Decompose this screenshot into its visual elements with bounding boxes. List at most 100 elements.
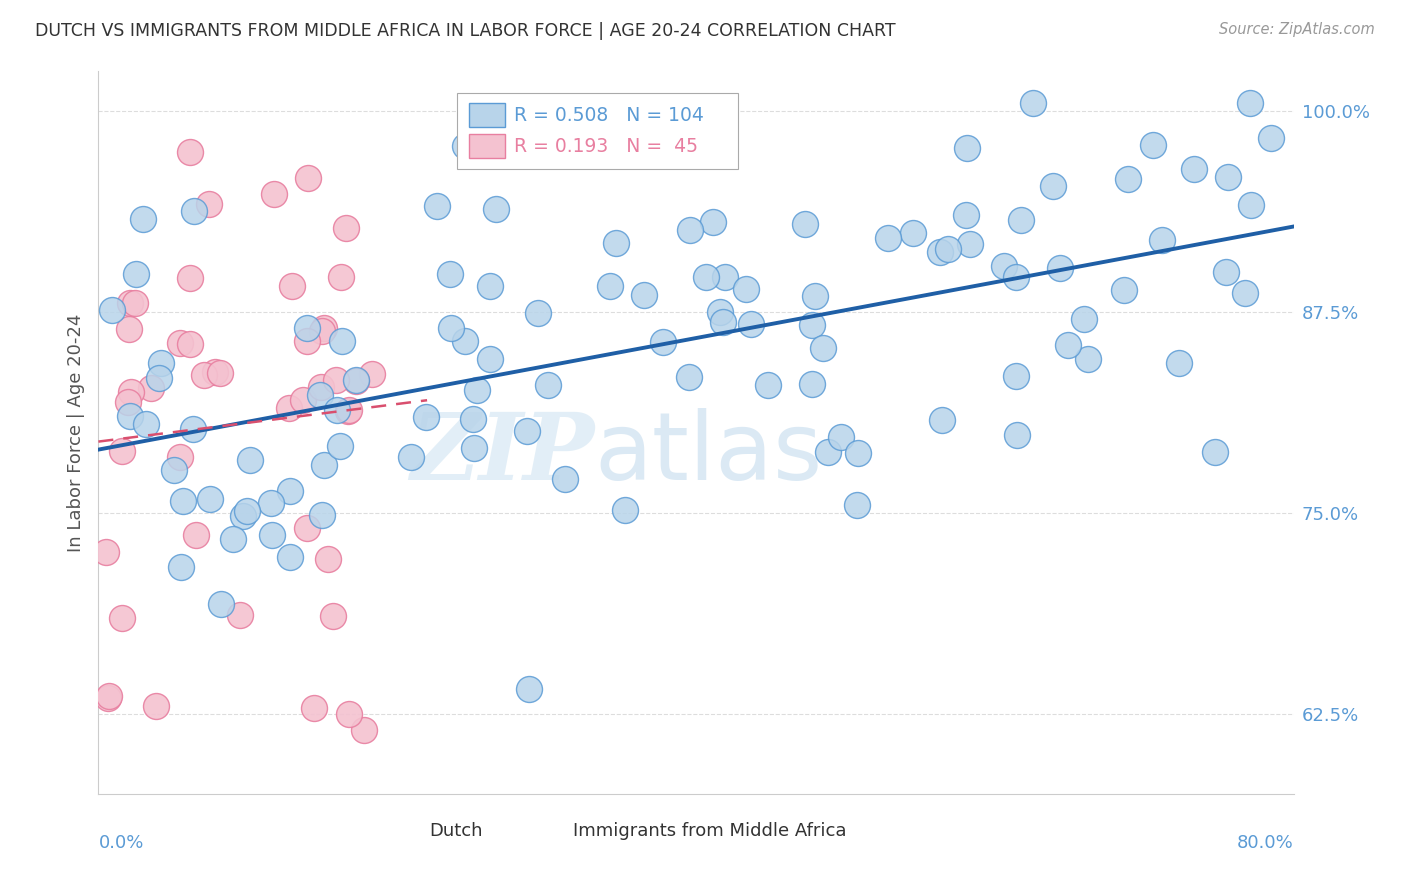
Point	[132, 211, 155, 226]
Text: DUTCH VS IMMIGRANTS FROM MIDDLE AFRICA IN LABOR FORCE | AGE 20-24 CORRELATION CH: DUTCH VS IMMIGRANTS FROM MIDDLE AFRICA I…	[35, 22, 896, 40]
Point	[1073, 312, 1095, 326]
Point	[955, 208, 977, 222]
Point	[337, 404, 360, 418]
Point	[197, 197, 219, 211]
Point	[98, 690, 121, 704]
Point	[101, 303, 124, 318]
Point	[1057, 338, 1080, 352]
Point	[1077, 352, 1099, 367]
Point	[439, 268, 461, 282]
Point	[302, 700, 325, 714]
Point	[1215, 264, 1237, 278]
Point	[1114, 283, 1136, 297]
Point	[263, 186, 285, 201]
Point	[117, 395, 139, 409]
Point	[200, 491, 222, 506]
Point	[209, 597, 232, 611]
Point	[959, 237, 981, 252]
Point	[361, 367, 384, 381]
Point	[179, 145, 201, 159]
Point	[1007, 427, 1029, 442]
Point	[527, 306, 550, 320]
Point	[415, 409, 437, 424]
Point	[1150, 233, 1173, 247]
Point	[929, 245, 952, 260]
Point	[709, 305, 731, 319]
Point	[139, 381, 162, 395]
Point	[711, 315, 734, 329]
Text: Immigrants from Middle Africa: Immigrants from Middle Africa	[572, 822, 846, 840]
Point	[330, 334, 353, 348]
Point	[903, 226, 925, 240]
Point	[633, 288, 655, 302]
Point	[614, 503, 637, 517]
Point	[295, 320, 318, 334]
Bar	[398, 820, 423, 843]
Point	[295, 521, 318, 535]
Point	[517, 681, 540, 696]
Text: R = 0.508   N = 104: R = 0.508 N = 104	[515, 106, 704, 125]
Point	[316, 551, 339, 566]
Point	[454, 334, 477, 348]
Point	[537, 378, 560, 392]
Point	[262, 528, 284, 542]
Point	[756, 378, 779, 392]
Point	[801, 318, 824, 333]
Point	[740, 317, 762, 331]
Point	[184, 528, 207, 542]
Point	[170, 560, 193, 574]
Point	[325, 373, 347, 387]
Text: ZIP: ZIP	[411, 409, 595, 500]
Point	[344, 375, 367, 389]
Point	[478, 352, 501, 367]
Point	[800, 376, 823, 391]
Point	[811, 341, 834, 355]
Point	[605, 236, 627, 251]
Point	[1004, 269, 1026, 284]
Point	[1234, 285, 1257, 300]
Point	[311, 508, 333, 522]
Point	[353, 723, 375, 737]
Point	[204, 365, 226, 379]
Point	[426, 198, 449, 212]
Point	[1216, 169, 1239, 184]
Point	[111, 611, 134, 625]
Point	[120, 384, 142, 399]
Point	[1021, 96, 1043, 111]
Point	[181, 421, 204, 435]
Point	[117, 322, 139, 336]
Point	[335, 220, 357, 235]
Point	[232, 509, 254, 524]
Point	[599, 279, 621, 293]
Point	[735, 282, 758, 296]
Point	[326, 402, 349, 417]
Point	[1239, 96, 1261, 111]
Text: 0.0%: 0.0%	[98, 834, 143, 852]
Point	[845, 498, 868, 512]
Point	[278, 483, 301, 498]
Point	[846, 446, 869, 460]
Point	[277, 401, 299, 415]
Text: atlas: atlas	[595, 409, 823, 500]
Point	[278, 550, 301, 565]
Point	[124, 295, 146, 310]
Point	[169, 450, 191, 464]
Point	[516, 424, 538, 438]
Point	[311, 324, 333, 338]
Point	[329, 439, 352, 453]
Point	[94, 545, 117, 559]
Point	[1005, 368, 1028, 383]
Bar	[541, 820, 567, 843]
Point	[465, 383, 488, 397]
Point	[291, 393, 314, 408]
Point	[1204, 444, 1226, 458]
Point	[208, 366, 231, 380]
Point	[259, 496, 281, 510]
Point	[120, 409, 142, 423]
Point	[322, 609, 344, 624]
Point	[401, 450, 423, 464]
Point	[97, 690, 120, 705]
Point	[931, 413, 953, 427]
Point	[179, 271, 201, 285]
Point	[1239, 198, 1261, 212]
